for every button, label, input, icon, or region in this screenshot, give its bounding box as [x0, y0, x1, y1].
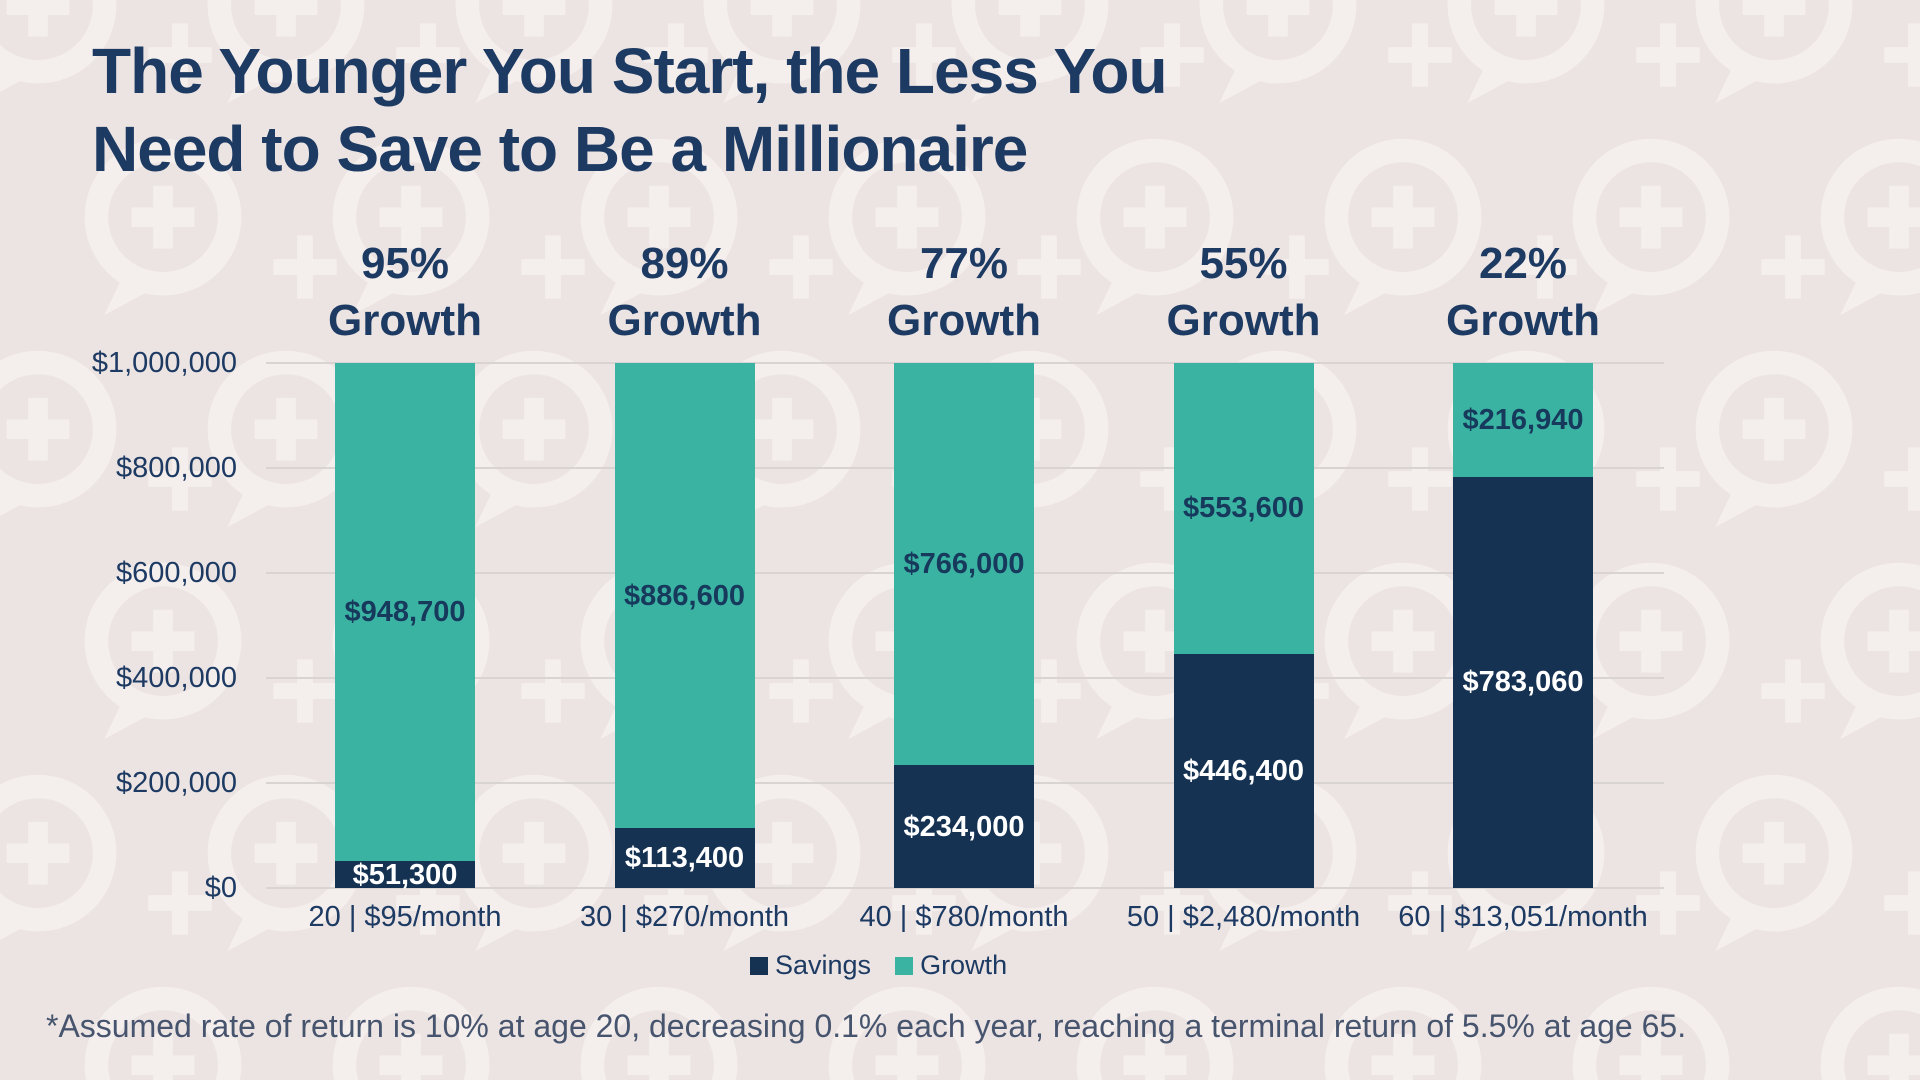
savings-segment: $783,060 [1453, 476, 1593, 888]
y-axis-tick: $800,000 [116, 452, 237, 484]
bar-category-label: 60 | $13,051/month [1398, 901, 1648, 933]
bar-group-age-50: 55% Growth $553,600 $446,400 50 | $2,480… [1127, 239, 1360, 933]
growth-swatch-icon [895, 956, 914, 975]
growth-segment: $948,700 [335, 363, 475, 862]
growth-percentage-header: 55% Growth [1094, 235, 1394, 349]
stacked-bar: $766,000 $234,000 [894, 363, 1034, 888]
growth-word: Growth [607, 296, 762, 345]
growth-word: Growth [887, 296, 1041, 345]
bar-category-label: 20 | $95/month [308, 901, 502, 933]
savings-segment: $51,300 [335, 858, 475, 891]
y-axis-tick: $0 [204, 872, 237, 904]
growth-percentage: 89% [640, 239, 729, 288]
y-axis-tick: $1,000,000 [91, 347, 237, 379]
growth-percentage: 95% [360, 239, 450, 288]
growth-segment: $766,000 [894, 363, 1034, 766]
savings-value-label: $446,400 [1183, 754, 1304, 787]
legend-item-savings: Savings [750, 950, 871, 981]
bar-category-label: 50 | $2,480/month [1126, 901, 1361, 933]
growth-percentage-header: 89% Growth [535, 235, 835, 349]
bar-category-label: 30 | $270/month [579, 901, 790, 933]
bar-series: 95% Growth $948,700 $51,300 20 | $95/mon… [266, 239, 1664, 933]
savings-swatch-icon [750, 956, 768, 975]
growth-percentage-header: 22% Growth [1373, 235, 1673, 349]
stacked-bar: $886,600 $113,400 [614, 363, 755, 888]
stacked-bar: $948,700 $51,300 [335, 363, 475, 891]
legend-item-growth: Growth [895, 950, 1007, 981]
growth-value-label: $766,000 [903, 548, 1025, 581]
footnote: *Assumed rate of return is 10% at age 20… [46, 1008, 1687, 1044]
growth-percentage-header: 95% Growth [255, 235, 555, 349]
growth-percentage: 77% [919, 239, 1009, 288]
y-axis-tick: $200,000 [116, 767, 237, 799]
growth-value-label: $886,600 [624, 579, 745, 612]
legend-label: Savings [775, 950, 872, 980]
legend-label: Growth [920, 950, 1008, 980]
savings-value-label: $783,060 [1462, 666, 1584, 699]
savings-value-label: $113,400 [624, 842, 745, 875]
plot-area: $1,000,000 $800,000 $600,000 $400,000 $2… [92, 239, 1664, 933]
bar-group-age-60: 22% Growth $216,940 $783,060 60 | $13,05… [1398, 239, 1647, 933]
growth-value-label: $216,940 [1462, 403, 1584, 436]
gridline [266, 887, 1664, 889]
bar-group-age-30: 89% Growth $886,600 $113,400 30 | $270/m… [580, 239, 789, 933]
growth-word: Growth [1446, 296, 1600, 345]
savings-segment: $113,400 [614, 828, 755, 888]
growth-percentage-header: 77% Growth [814, 235, 1114, 349]
legend: Savings Growth [750, 950, 1007, 981]
stacked-bar: $216,940 $783,060 [1453, 363, 1593, 888]
chart-title-line-2: Need to Save to Be a Millionaire [92, 113, 1028, 185]
bar-group-age-20: 95% Growth $948,700 $51,300 20 | $95/mon… [309, 239, 502, 933]
growth-segment: $216,940 [1453, 363, 1593, 477]
y-axis-tick: $600,000 [116, 557, 237, 589]
bar-category-label: 40 | $780/month [859, 901, 1069, 933]
savings-value-label: $234,000 [903, 810, 1025, 843]
growth-segment: $553,600 [1173, 363, 1314, 654]
savings-value-label: $51,300 [352, 858, 458, 891]
chart-title-line-1: The Younger You Start, the Less You [92, 35, 1168, 107]
y-axis-labels: $1,000,000 $800,000 $600,000 $400,000 $2… [92, 347, 1664, 904]
growth-word: Growth [1166, 296, 1321, 345]
growth-value-label: $948,700 [344, 596, 466, 629]
stacked-bar: $553,600 $446,400 [1173, 363, 1314, 888]
chart-title: The Younger You Start, the Less You Need… [92, 32, 1168, 188]
savings-segment: $446,400 [1173, 653, 1314, 888]
growth-value-label: $553,600 [1183, 492, 1304, 525]
gridline [266, 362, 1664, 364]
growth-segment: $886,600 [614, 363, 755, 829]
y-axis-tick: $400,000 [116, 662, 237, 694]
savings-segment: $234,000 [894, 765, 1034, 888]
growth-word: Growth [328, 296, 482, 345]
growth-percentage: 55% [1199, 239, 1288, 288]
bar-group-age-40: 77% Growth $766,000 $234,000 40 | $780/m… [859, 239, 1068, 933]
growth-percentage: 22% [1478, 239, 1568, 288]
